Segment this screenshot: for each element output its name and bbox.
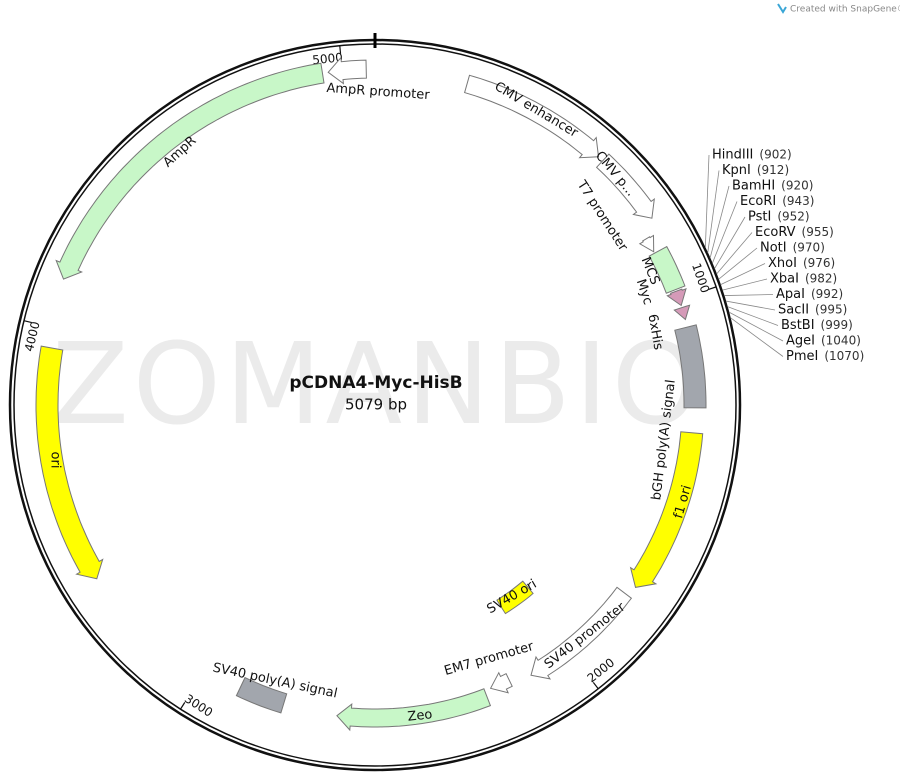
plasmid-name: pCDNA4-Myc-HisB bbox=[289, 373, 462, 393]
site-position: (992) bbox=[811, 287, 843, 301]
site-name: ApaI bbox=[776, 287, 805, 302]
feature bbox=[638, 234, 655, 253]
site-leader bbox=[704, 154, 710, 248]
feature-label: AmpR promoter bbox=[326, 81, 431, 103]
site-position: (976) bbox=[803, 256, 835, 270]
site-leader bbox=[714, 216, 746, 269]
feature bbox=[648, 245, 686, 294]
feature bbox=[463, 74, 600, 159]
site-leader bbox=[727, 306, 779, 326]
tick-mark bbox=[708, 286, 717, 291]
site-position: (952) bbox=[777, 210, 809, 224]
site-position: (902) bbox=[759, 148, 791, 162]
site-leader bbox=[728, 311, 784, 342]
feature-label: SV40 ori bbox=[485, 577, 540, 617]
feature-label: 6xHis bbox=[644, 313, 665, 351]
site-position: (982) bbox=[805, 272, 837, 286]
site-leader bbox=[722, 278, 768, 291]
site-name: SacII bbox=[778, 303, 809, 318]
feature-label: ori bbox=[48, 452, 63, 469]
site-name: EcoRI bbox=[740, 194, 776, 209]
site-name: NotI bbox=[760, 241, 787, 256]
feature-label: CMV p... bbox=[592, 149, 638, 200]
feature bbox=[629, 431, 704, 588]
site-name: PstI bbox=[748, 210, 771, 225]
feature bbox=[496, 580, 534, 615]
site-position: (999) bbox=[821, 318, 853, 332]
tick-mark bbox=[179, 702, 186, 710]
feature bbox=[673, 304, 691, 321]
brand-icon bbox=[777, 3, 787, 14]
site-name: XhoI bbox=[768, 256, 797, 271]
site-position: (1040) bbox=[821, 334, 861, 348]
feature bbox=[595, 153, 655, 219]
site-leader bbox=[720, 263, 766, 285]
site-leader bbox=[712, 201, 738, 264]
site-leader bbox=[716, 232, 753, 275]
tick-label: 5000 bbox=[312, 50, 344, 67]
site-leader bbox=[709, 185, 730, 258]
watermark: ZOMANBIO bbox=[52, 320, 704, 450]
tick-mark bbox=[592, 682, 599, 690]
feature-label: EM7 promoter bbox=[443, 639, 536, 679]
site-name: PmeI bbox=[786, 349, 818, 364]
site-position: (943) bbox=[782, 194, 814, 208]
tick-mark bbox=[23, 320, 32, 324]
tick-label: 4000 bbox=[22, 320, 43, 353]
feature bbox=[55, 62, 325, 280]
feature bbox=[327, 56, 367, 85]
feature bbox=[336, 688, 492, 732]
site-leader bbox=[724, 294, 774, 296]
site-position: (920) bbox=[781, 179, 813, 193]
site-position: (955) bbox=[802, 225, 834, 239]
site-position: (995) bbox=[815, 303, 847, 317]
site-name: EcoRV bbox=[755, 225, 796, 240]
site-position: (970) bbox=[793, 241, 825, 255]
feature bbox=[489, 671, 513, 694]
site-name: XbaI bbox=[770, 272, 799, 287]
site-position: (1070) bbox=[824, 349, 864, 363]
site-leader bbox=[730, 317, 784, 357]
feature bbox=[674, 324, 707, 409]
site-name: BamHI bbox=[732, 179, 775, 194]
branding: Created with SnapGene® bbox=[790, 5, 900, 15]
feature bbox=[35, 345, 104, 580]
site-name: BstBI bbox=[781, 318, 815, 333]
site-name: KpnI bbox=[722, 163, 751, 178]
feature-label: CMV enhancer bbox=[492, 79, 581, 141]
feature bbox=[530, 586, 633, 680]
site-name: HindIII bbox=[712, 148, 753, 163]
tick-label: 3000 bbox=[182, 691, 215, 719]
feature bbox=[235, 676, 288, 714]
plasmid-size: 5079 bp bbox=[345, 396, 407, 414]
feature bbox=[666, 287, 687, 307]
site-position: (912) bbox=[757, 163, 789, 177]
site-leader bbox=[718, 247, 758, 280]
feature-label: SV40 promoter bbox=[542, 599, 629, 672]
feature-label: Zeo bbox=[407, 707, 433, 725]
site-leader bbox=[707, 170, 720, 253]
tick-mark bbox=[339, 45, 342, 54]
site-leader bbox=[725, 300, 776, 311]
site-name: AgeI bbox=[786, 334, 815, 349]
